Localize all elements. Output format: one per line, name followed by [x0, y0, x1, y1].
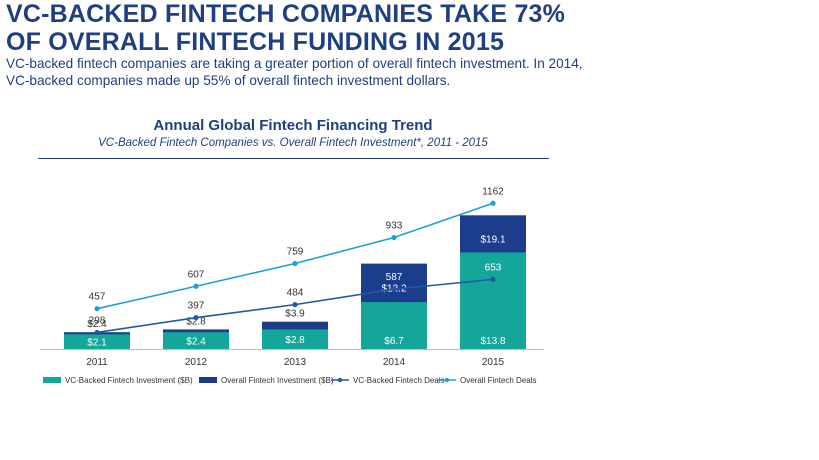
bar-vc-2011 — [64, 334, 130, 349]
legend-item-3-marker — [337, 377, 343, 383]
point-overall-deals-2015 — [490, 200, 496, 206]
x-tick-label-2015: 2015 — [482, 357, 505, 368]
x-tick-label-2011: 2011 — [86, 357, 108, 368]
data-label-vc-2014: $6.7 — [384, 336, 404, 347]
chart-subtitle: VC-Backed Fintech Companies vs. Overall … — [98, 137, 488, 149]
chart-title-rule — [38, 158, 549, 159]
point-overall-deals-2011 — [94, 306, 100, 312]
point-vc-deals-2015 — [490, 276, 496, 282]
data-label-vc-2015: $13.8 — [480, 336, 505, 347]
data-label-vc-deals-2011: 298 — [89, 315, 106, 326]
point-vc-deals-2012 — [193, 315, 199, 321]
x-tick-label-2012: 2012 — [185, 357, 208, 368]
headline: VC-BACKED FINTECH COMPANIES TAKE 73% OF … — [6, 0, 566, 56]
chart-title: Annual Global Fintech Financing Trend — [153, 117, 433, 134]
x-tick-label-2013: 2013 — [284, 357, 307, 368]
legend-item-1-swatch — [43, 377, 61, 383]
bar-vc-2015 — [460, 252, 526, 349]
bar-vc-2013 — [262, 329, 328, 349]
legend-item-4-label: Overall Fintech Deals — [460, 376, 536, 385]
point-vc-deals-2011 — [94, 329, 100, 336]
data-label-vc-2011: $2.1 — [87, 338, 107, 349]
data-label-vc-deals-2013: 484 — [287, 288, 304, 299]
data-label-vc-deals-2015: 653 — [485, 262, 502, 273]
data-label-vc-2012: $2.4 — [186, 337, 206, 348]
point-vc-deals-2013 — [292, 302, 298, 308]
data-label-vc-deals-2012: 397 — [188, 301, 205, 312]
data-label-overall-2011: $2.4 — [87, 319, 107, 330]
subtext: VC-backed fintech companies are taking a… — [6, 56, 583, 88]
data-label-vc-deals-2014: 587 — [386, 272, 403, 283]
data-label-vc-2013: $2.8 — [285, 335, 305, 346]
data-label-overall-deals-2015: 1162 — [482, 186, 504, 197]
data-label-overall-2013: $3.9 — [285, 309, 305, 320]
data-label-overall-deals-2013: 759 — [287, 247, 304, 258]
data-label-overall-2012: $2.8 — [186, 316, 206, 327]
legend-item-2-label: Overall Fintech Investment ($B) — [221, 376, 334, 385]
x-tick-label-2014: 2014 — [383, 357, 406, 368]
point-overall-deals-2012 — [193, 283, 199, 289]
data-label-overall-2015: $19.1 — [480, 234, 505, 245]
legend-item-2-swatch — [199, 377, 217, 383]
legend-item-4-marker — [444, 377, 450, 383]
bar-vc-2012 — [163, 332, 229, 349]
point-overall-deals-2013 — [292, 260, 298, 267]
point-overall-deals-2014 — [391, 234, 397, 241]
data-label-overall-deals-2011: 457 — [89, 292, 106, 303]
data-label-overall-deals-2012: 607 — [188, 269, 205, 280]
data-label-overall-deals-2014: 933 — [386, 221, 403, 232]
point-vc-deals-2014 — [391, 286, 397, 292]
legend-item-3-label: VC-Backed Fintech Deals — [353, 376, 445, 385]
legend-item-1-label: VC-Backed Fintech Investment ($B) — [65, 376, 193, 385]
bar-vc-2014 — [361, 302, 427, 349]
